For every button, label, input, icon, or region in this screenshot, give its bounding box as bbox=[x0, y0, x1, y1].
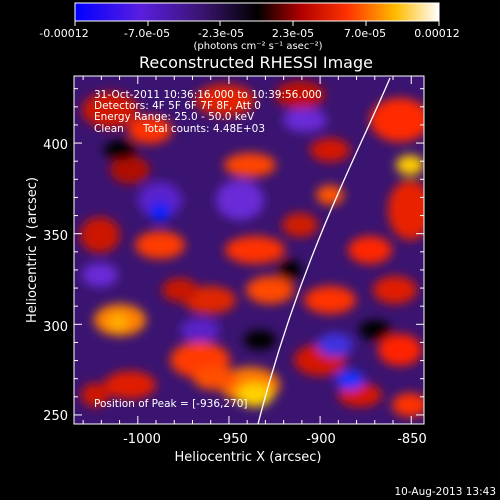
y-tick-label: 300 bbox=[43, 320, 68, 335]
footer-date: 10-Aug-2013 13:43 bbox=[394, 486, 496, 498]
heatmap-blob bbox=[104, 140, 136, 160]
heatmap-blob bbox=[282, 213, 318, 237]
heatmap-blob bbox=[336, 370, 364, 390]
heatmap-blob bbox=[104, 371, 156, 399]
plot-frame bbox=[73, 75, 425, 425]
heatmap-blob bbox=[138, 182, 182, 218]
heatmap-blob bbox=[304, 286, 356, 314]
heatmap-blob bbox=[80, 217, 120, 253]
heatmap-image bbox=[74, 76, 424, 424]
x-tick-label: -950 bbox=[218, 432, 248, 447]
heatmap-blob bbox=[128, 116, 172, 144]
axis-ticks bbox=[74, 76, 424, 424]
heatmap-blob bbox=[193, 366, 237, 390]
heatmap-blob bbox=[162, 278, 198, 302]
colorbar-tick-label: 7.0e-05 bbox=[344, 27, 386, 40]
heatmap-blob bbox=[82, 263, 118, 287]
heatmap-blob bbox=[359, 320, 391, 340]
heatmap-blob bbox=[396, 155, 424, 175]
clean-label: Clean bbox=[94, 123, 124, 135]
heatmap-blob bbox=[392, 393, 424, 417]
heatmap-blob bbox=[246, 276, 294, 304]
heatmap-blob bbox=[275, 81, 325, 109]
heatmap-blob bbox=[110, 156, 150, 184]
time-range: 31-Oct-2011 10:36:16.000 to 10:39:56.000 bbox=[94, 89, 322, 101]
colorbar bbox=[74, 2, 440, 22]
heatmap-blob bbox=[316, 185, 344, 205]
heatmap-blob bbox=[310, 138, 350, 162]
heatmap-blob bbox=[278, 260, 302, 280]
x-axis-label: Heliocentric X (arcsec) bbox=[175, 450, 322, 465]
colorbar-tick-label: 2.3e-05 bbox=[272, 27, 314, 40]
colorbar-tick-label: -2.3e-05 bbox=[198, 27, 244, 40]
heatmap-blob bbox=[388, 180, 424, 240]
heatmap-blob bbox=[224, 153, 276, 177]
heatmap-blob bbox=[82, 92, 138, 128]
heatmap-blob bbox=[244, 330, 276, 350]
heatmap-blob bbox=[195, 84, 255, 116]
colorbar-ticks bbox=[74, 21, 440, 26]
heatmap-blob bbox=[225, 236, 285, 264]
heatmap-blob bbox=[108, 314, 128, 330]
colorbar-tick-label: -7.0e-05 bbox=[124, 27, 170, 40]
x-tick-label: -1000 bbox=[123, 432, 161, 447]
heatmap-blob bbox=[81, 383, 109, 407]
y-tick-label: 250 bbox=[43, 409, 68, 424]
solar-limb bbox=[257, 77, 391, 424]
x-tick-label: -850 bbox=[397, 432, 427, 447]
heatmap-blob bbox=[348, 236, 392, 264]
total-counts: Total counts: 4.48E+03 bbox=[142, 123, 265, 135]
heatmap-blob bbox=[180, 318, 220, 342]
heatmap-blob bbox=[317, 333, 353, 357]
x-tick-label: -900 bbox=[306, 432, 336, 447]
heatmap-blob bbox=[216, 180, 264, 220]
y-tick-label: 350 bbox=[43, 229, 68, 244]
y-tick-label: 400 bbox=[43, 138, 68, 153]
heatmap-blob bbox=[370, 98, 424, 142]
peak-position: Position of Peak = [-936,270] bbox=[94, 398, 248, 410]
heatmap-blob bbox=[373, 276, 417, 304]
colorbar-tick-label: 0.00012 bbox=[414, 27, 460, 40]
heatmap-blob bbox=[283, 108, 327, 132]
energy-range: Energy Range: 25.0 - 50.0 keV bbox=[94, 111, 255, 123]
heatmap-blob bbox=[135, 231, 185, 259]
colorbar-tick-label: -0.00012 bbox=[39, 27, 88, 40]
heatmap-blob bbox=[378, 334, 422, 366]
chart-title: Reconstructed RHESSI Image bbox=[139, 53, 373, 72]
y-axis-label: Heliocentric Y (arcsec) bbox=[25, 177, 40, 323]
heatmap-blob bbox=[150, 202, 170, 222]
detectors: Detectors: 4F 5F 6F 7F 8F, Att 0 bbox=[94, 100, 261, 112]
colorbar-units: (photons cm⁻² s⁻¹ asec⁻²) bbox=[193, 41, 322, 52]
